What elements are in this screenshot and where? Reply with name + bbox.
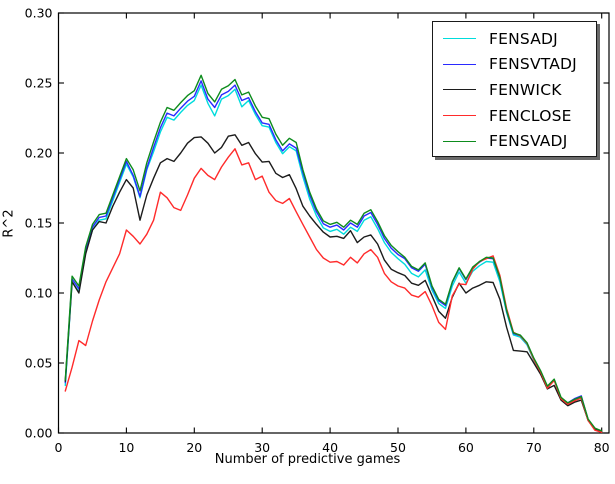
x-tick-label: 50 bbox=[390, 440, 406, 455]
x-tick-label: 20 bbox=[186, 440, 202, 455]
x-tick-label: 40 bbox=[322, 440, 338, 455]
y-tick-label: 0.15 bbox=[25, 216, 53, 231]
legend-item: FENSVTADJ bbox=[433, 52, 596, 78]
y-axis-ticks: 0.00 0.05 0.10 0.15 0.20 0.25 0.30 bbox=[25, 6, 609, 441]
x-axis-ticks: 0 10 20 30 40 50 60 70 80 bbox=[55, 13, 610, 455]
x-tick-label: 10 bbox=[118, 440, 134, 455]
y-axis-label: R^2 bbox=[1, 209, 17, 238]
legend-line-swatch bbox=[443, 89, 476, 91]
legend: FENSADJ FENSVTADJ FENWICK FENCLOSE FENSV… bbox=[432, 21, 597, 157]
y-tick-label: 0.30 bbox=[25, 6, 53, 21]
legend-item: FENSVADJ bbox=[433, 128, 596, 154]
legend-line-swatch bbox=[443, 140, 476, 142]
x-tick-label: 80 bbox=[594, 440, 610, 455]
legend-line-swatch bbox=[443, 38, 476, 40]
x-tick-label: 0 bbox=[55, 440, 63, 455]
x-tick-label: 70 bbox=[526, 440, 542, 455]
x-axis-label: Number of predictive games bbox=[214, 452, 401, 467]
legend-label: FENWICK bbox=[489, 80, 562, 99]
y-tick-label: 0.20 bbox=[25, 146, 53, 161]
legend-label: FENSADJ bbox=[489, 29, 558, 48]
legend-label: FENCLOSE bbox=[489, 106, 572, 125]
y-tick-label: 0.00 bbox=[25, 426, 53, 441]
legend-item: FENCLOSE bbox=[433, 103, 596, 129]
legend-item: FENWICK bbox=[433, 77, 596, 103]
legend-item: FENSADJ bbox=[433, 26, 596, 52]
series-line-FENWICK bbox=[64, 134, 603, 433]
x-tick-label: 30 bbox=[254, 440, 270, 455]
x-tick-label: 60 bbox=[458, 440, 474, 455]
series-line-FENSVADJ bbox=[64, 74, 603, 432]
series-line-FENCLOSE bbox=[64, 148, 603, 433]
y-tick-label: 0.05 bbox=[25, 356, 53, 371]
legend-line-swatch bbox=[443, 115, 476, 117]
y-tick-label: 0.25 bbox=[25, 76, 53, 91]
legend-line-swatch bbox=[443, 63, 476, 65]
legend-label: FENSVTADJ bbox=[489, 55, 577, 74]
y-tick-label: 0.10 bbox=[25, 286, 53, 301]
legend-label: FENSVADJ bbox=[489, 132, 568, 151]
